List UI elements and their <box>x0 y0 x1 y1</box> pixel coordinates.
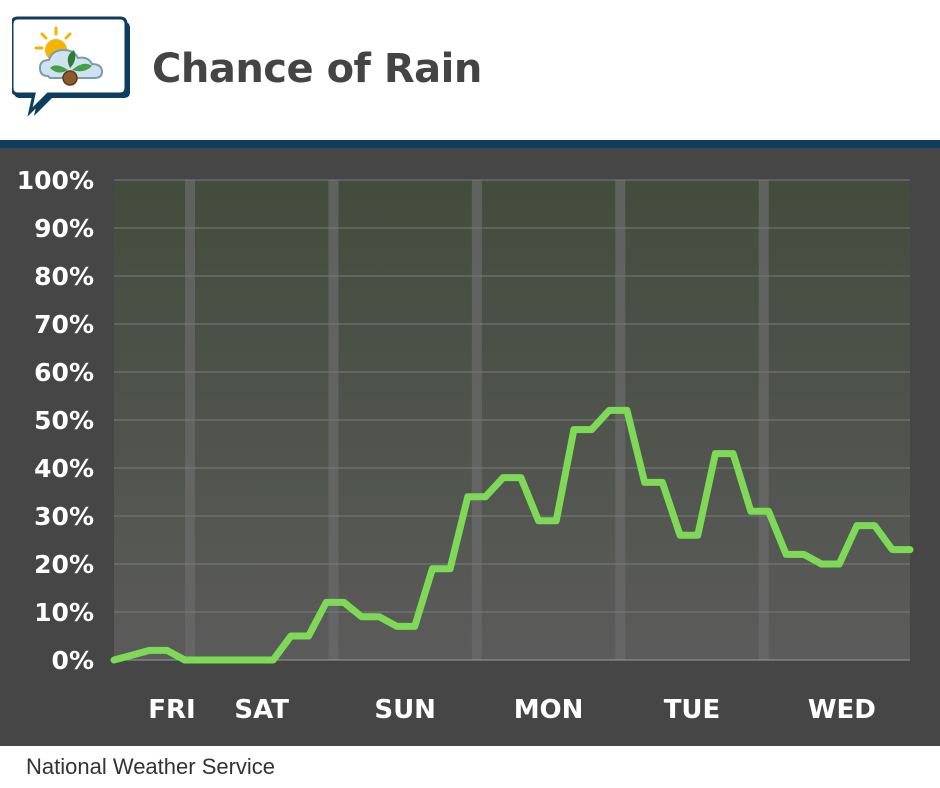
header-divider <box>0 140 940 148</box>
y-tick-label: 40% <box>34 454 94 483</box>
y-tick-label: 30% <box>34 502 94 531</box>
y-tick-label: 0% <box>52 646 94 675</box>
x-tick-label: SUN <box>374 695 436 725</box>
y-tick-label: 70% <box>34 310 94 339</box>
x-axis: FRI SAT SUN MON TUE WED <box>148 695 876 725</box>
weather-chat-logo-icon <box>12 16 130 117</box>
x-tick-label: SAT <box>234 695 289 725</box>
y-tick-label: 10% <box>34 598 94 627</box>
source-credit: National Weather Service <box>26 754 276 779</box>
y-axis: 0% 10% 20% 30% 40% 50% 60% 70% 80% 90% 100% <box>17 166 94 675</box>
x-tick-label: FRI <box>148 695 195 725</box>
x-tick-label: WED <box>808 695 876 725</box>
y-tick-label: 100% <box>17 166 94 195</box>
x-tick-label: MON <box>514 695 584 725</box>
y-tick-label: 80% <box>34 262 94 291</box>
header: Chance of Rain <box>0 0 940 140</box>
y-tick-label: 90% <box>34 214 94 243</box>
page-title: Chance of Rain <box>152 46 482 92</box>
y-tick-label: 20% <box>34 550 94 579</box>
rain-chance-line <box>110 406 914 664</box>
y-tick-label: 50% <box>34 406 94 435</box>
rain-chance-chart: 0% 10% 20% 30% 40% 50% 60% 70% 80% 90% 100% FRI SAT… <box>17 166 914 725</box>
x-tick-label: TUE <box>664 695 721 725</box>
y-tick-label: 60% <box>34 358 94 387</box>
